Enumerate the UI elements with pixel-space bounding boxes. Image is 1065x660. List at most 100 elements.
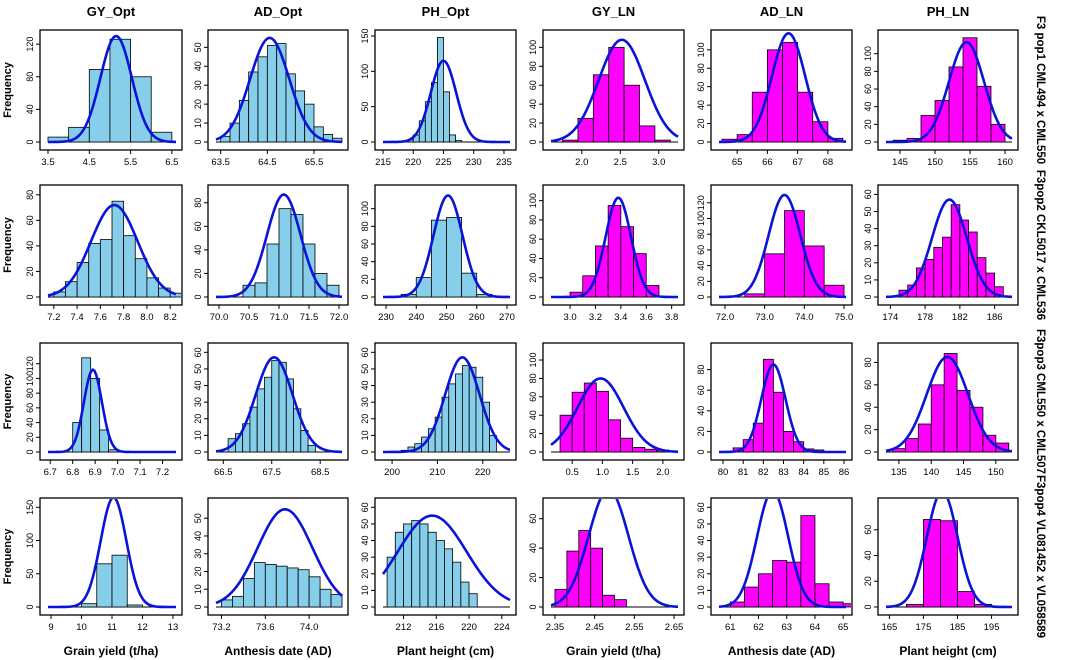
x-tick-label: 3.8 <box>665 312 678 323</box>
histogram-bar <box>595 390 609 453</box>
panel-frame <box>542 29 685 151</box>
y-tick-label: 100 <box>25 533 35 548</box>
histogram-panel: 0 20 40 60 80 135 140 145 150 <box>863 342 1019 478</box>
y-tick-label: 20 <box>193 99 203 109</box>
x-tick-label: 73.2 <box>212 622 231 633</box>
histogram-bar <box>88 242 101 298</box>
histogram-panel: 0 10 20 30 40 50 60 66.5 67.5 68.5 <box>193 342 349 478</box>
histogram-bar <box>976 85 992 143</box>
histogram-bar <box>455 373 463 453</box>
x-tick-label: 80 <box>718 467 729 478</box>
normal-curve <box>215 193 343 299</box>
histogram-bar <box>930 384 945 453</box>
y-tick-label: 20 <box>528 573 538 583</box>
x-axis-label: Grain yield (t/ha) <box>566 644 661 658</box>
histogram-bar <box>602 594 615 608</box>
x-tick-label: 74.0 <box>300 622 319 633</box>
normal-curve <box>215 36 343 144</box>
y-tick-label: 40 <box>360 257 370 267</box>
y-tick-label: 0 <box>696 139 706 144</box>
y-tick-label: 0 <box>528 294 538 299</box>
x-tick-label: 270 <box>499 312 515 323</box>
y-tick-label: 120 <box>696 195 706 210</box>
x-tick-label: 165 <box>881 622 897 633</box>
panel-plot-area <box>551 196 678 299</box>
x-tick-label: 70.5 <box>240 312 259 323</box>
x-tick-label: 195 <box>984 622 1000 633</box>
panel-frame <box>542 497 685 616</box>
histogram-bar <box>254 282 268 298</box>
panel-plot-area <box>550 377 679 454</box>
row-label: F3 pop1 CML494 x CML550 <box>1034 16 1046 164</box>
x-tick-label: 61 <box>725 622 736 633</box>
x-tick-label: 71.5 <box>300 312 319 323</box>
y-tick-label: 0 <box>863 604 873 609</box>
y-tick-label: 60 <box>696 385 706 395</box>
x-tick-label: 66.5 <box>214 467 233 478</box>
y-tick-label: 60 <box>360 347 370 357</box>
histogram-bar <box>297 569 310 608</box>
x-tick-label: 10 <box>76 622 87 633</box>
x-tick-label: 150 <box>988 467 1004 478</box>
panel-plot-area <box>550 499 679 609</box>
histogram-panel: 0 10 20 30 40 50 63.5 64.5 65.5 <box>193 29 349 168</box>
normal-curve <box>48 34 177 144</box>
x-tick-label: 186 <box>987 312 1003 323</box>
column-title: GY_Opt <box>87 4 136 19</box>
histogram-bar <box>632 447 646 453</box>
y-tick-label: 80 <box>696 365 706 375</box>
y-tick-label: 60 <box>193 347 203 357</box>
y-tick-label: 20 <box>863 119 873 129</box>
panel-frame <box>877 497 1019 616</box>
histogram-bar <box>242 578 255 608</box>
x-tick-label: 225 <box>436 157 452 168</box>
normal-curve <box>718 363 846 454</box>
histogram-bar <box>803 245 825 298</box>
y-tick-label: 60 <box>863 525 873 535</box>
histogram-bar <box>81 603 98 608</box>
y-tick-label: 100 <box>863 46 873 61</box>
y-tick-label: 0 <box>863 294 873 299</box>
y-tick-label: 0 <box>863 449 873 454</box>
y-tick-label: 80 <box>25 388 35 398</box>
x-tick-label: 86 <box>839 467 850 478</box>
y-tick-label: 40 <box>193 61 203 71</box>
y-tick-label: 60 <box>528 234 538 244</box>
histogram-bar <box>571 391 585 453</box>
histogram-bar <box>904 438 919 453</box>
y-tick-label: 20 <box>528 273 538 283</box>
y-tick-label: 30 <box>696 552 706 562</box>
y-tick-label: 60 <box>528 392 538 402</box>
histogram-bar <box>90 378 101 453</box>
histogram-bar <box>99 429 110 453</box>
x-axis-label: Anthesis date (AD) <box>224 644 331 658</box>
row-labels: F3 pop1 CML494 x CML550 F3pop2 CKL5017 x … <box>1034 16 1046 638</box>
y-tick-label: 20 <box>25 432 35 442</box>
y-tick-label: 0 <box>696 604 706 609</box>
y-tick-label: 0 <box>696 449 706 454</box>
x-tick-label: 64.5 <box>258 157 277 168</box>
panel-frame <box>710 342 853 461</box>
x-axis-label: Anthesis date (AD) <box>728 644 835 658</box>
histogram-bar <box>232 595 244 608</box>
x-tick-label: 150 <box>927 157 943 168</box>
histogram-panel: 0 20 40 60 80 7.2 7.4 7.6 7.8 8.0 8.2 <box>25 184 183 323</box>
histogram-bar <box>253 562 266 608</box>
normal-curve <box>381 514 511 602</box>
x-tick-label: 70.0 <box>210 312 229 323</box>
y-tick-label: 10 <box>193 118 203 128</box>
y-tick-label: 80 <box>696 63 706 73</box>
y-tick-label: 60 <box>528 514 538 524</box>
x-tick-label: 67.5 <box>262 467 281 478</box>
y-tick-label: 20 <box>696 426 706 436</box>
x-tick-label: 250 <box>439 312 455 323</box>
histogram-bar <box>562 139 579 143</box>
y-tick-label: 40 <box>193 381 203 391</box>
histogram-bar <box>489 434 497 453</box>
normal-curve <box>886 40 1013 144</box>
y-axis-label: Frequency <box>2 216 14 273</box>
panel-frame <box>374 29 517 151</box>
y-tick-label: 20 <box>863 576 873 586</box>
